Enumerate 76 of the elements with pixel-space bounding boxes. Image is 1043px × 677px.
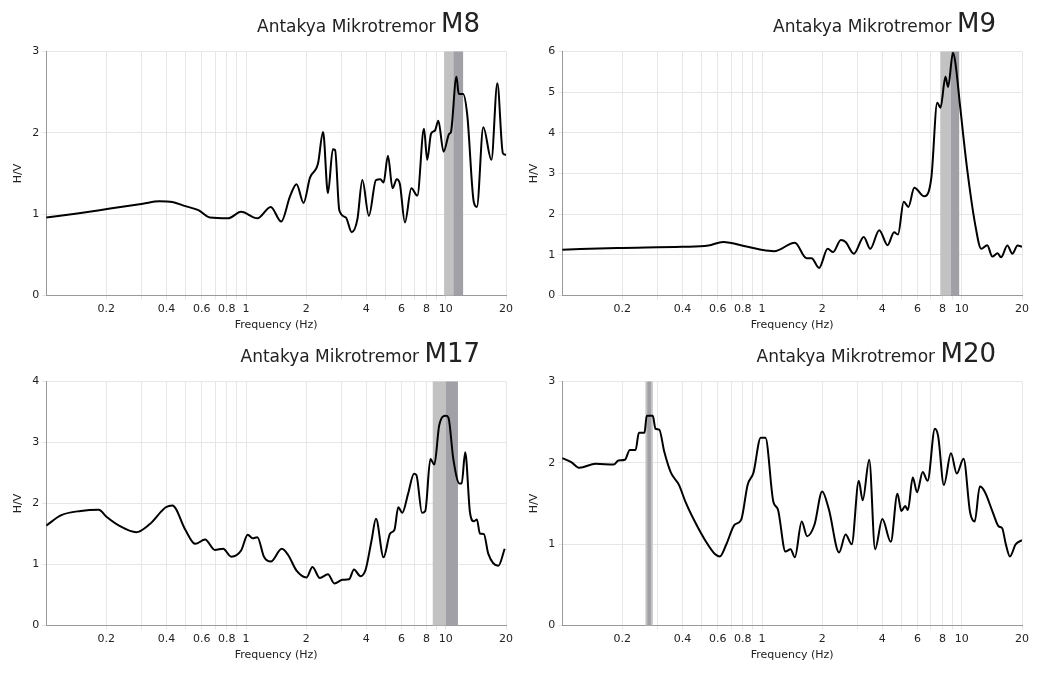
x-tick-label: 2 xyxy=(302,302,310,316)
x-tick-label: 1 xyxy=(758,632,766,646)
y-axis-title: H/V xyxy=(11,163,25,184)
y-axis-title: H/V xyxy=(527,163,541,184)
x-tick-label: 4 xyxy=(878,632,886,646)
x-tick-label: 0.2 xyxy=(613,302,632,316)
chart-title: Antakya Mikrotremor M9 xyxy=(773,8,996,38)
x-tick-label: 0.8 xyxy=(733,302,752,316)
x-tick-label: 0.4 xyxy=(673,632,692,646)
y-tick-label: 6 xyxy=(548,44,556,58)
y-tick-label: 3 xyxy=(548,166,556,180)
chart-title: Antakya Mikrotremor M20 xyxy=(756,338,996,368)
x-tick-label: 8 xyxy=(938,632,946,646)
x-tick-label: 8 xyxy=(422,302,430,316)
x-tick-label: 0.4 xyxy=(157,632,176,646)
chart-title: Antakya Mikrotremor M17 xyxy=(240,338,480,368)
x-tick-label: 0.8 xyxy=(217,302,236,316)
x-tick-label: 2 xyxy=(302,632,310,646)
x-axis-title: Frequency (Hz) xyxy=(234,648,318,662)
x-tick-label: 4 xyxy=(362,632,370,646)
x-tick-label: 4 xyxy=(362,302,370,316)
x-axis-title: Frequency (Hz) xyxy=(234,318,318,332)
chart-title: Antakya Mikrotremor M8 xyxy=(257,8,480,38)
y-tick-label: 2 xyxy=(32,496,40,510)
y-tick-label: 2 xyxy=(548,207,556,221)
y-tick-label: 0 xyxy=(32,288,40,302)
x-tick-label: 0.6 xyxy=(708,302,727,316)
x-tick-label: 4 xyxy=(878,302,886,316)
y-tick-label: 1 xyxy=(32,557,40,571)
y-tick-label: 3 xyxy=(32,435,40,449)
x-tick-label: 20 xyxy=(1015,632,1029,646)
y-tick-label: 4 xyxy=(32,374,40,388)
x-tick-label: 10 xyxy=(438,632,453,646)
x-tick-label: 2 xyxy=(818,302,826,316)
x-tick-label: 8 xyxy=(422,632,430,646)
y-tick-label: 0 xyxy=(32,618,40,632)
x-tick-label: 0.4 xyxy=(157,302,176,316)
y-tick-label: 2 xyxy=(32,125,40,139)
y-axis-title: H/V xyxy=(527,493,541,514)
x-tick-label: 1 xyxy=(242,302,250,316)
y-tick-label: 2 xyxy=(548,455,556,469)
x-tick-label: 6 xyxy=(398,302,406,316)
x-tick-label: 0.6 xyxy=(192,302,211,316)
x-tick-label: 0.8 xyxy=(217,632,236,646)
x-tick-label: 20 xyxy=(1015,302,1029,316)
x-tick-label: 0.8 xyxy=(733,632,752,646)
x-tick-label: 0.6 xyxy=(708,632,727,646)
x-tick-label: 6 xyxy=(914,302,922,316)
y-tick-label: 1 xyxy=(548,537,556,551)
y-axis-title: H/V xyxy=(11,493,25,514)
y-tick-label: 5 xyxy=(548,85,556,99)
y-tick-label: 3 xyxy=(32,44,40,58)
y-tick-label: 1 xyxy=(548,247,556,261)
y-tick-label: 3 xyxy=(548,374,556,388)
x-axis-title: Frequency (Hz) xyxy=(750,318,834,332)
y-tick-label: 1 xyxy=(32,207,40,221)
x-tick-label: 0.2 xyxy=(613,632,632,646)
x-tick-label: 0.2 xyxy=(97,302,116,316)
x-tick-label: 1 xyxy=(242,632,250,646)
x-tick-label: 1 xyxy=(758,302,766,316)
x-tick-label: 10 xyxy=(954,302,969,316)
x-tick-label: 0.6 xyxy=(192,632,211,646)
x-tick-label: 6 xyxy=(914,632,922,646)
y-tick-label: 0 xyxy=(548,288,556,302)
x-tick-label: 10 xyxy=(438,302,453,316)
x-tick-label: 20 xyxy=(499,632,513,646)
x-tick-label: 6 xyxy=(398,632,406,646)
x-tick-label: 2 xyxy=(818,632,826,646)
y-tick-label: 4 xyxy=(548,125,556,139)
x-tick-label: 8 xyxy=(938,302,946,316)
x-tick-label: 10 xyxy=(954,632,969,646)
y-tick-label: 0 xyxy=(548,618,556,632)
x-tick-label: 20 xyxy=(499,302,513,316)
x-tick-label: 0.4 xyxy=(673,302,692,316)
x-axis-title: Frequency (Hz) xyxy=(750,648,834,662)
x-tick-label: 0.2 xyxy=(97,632,116,646)
